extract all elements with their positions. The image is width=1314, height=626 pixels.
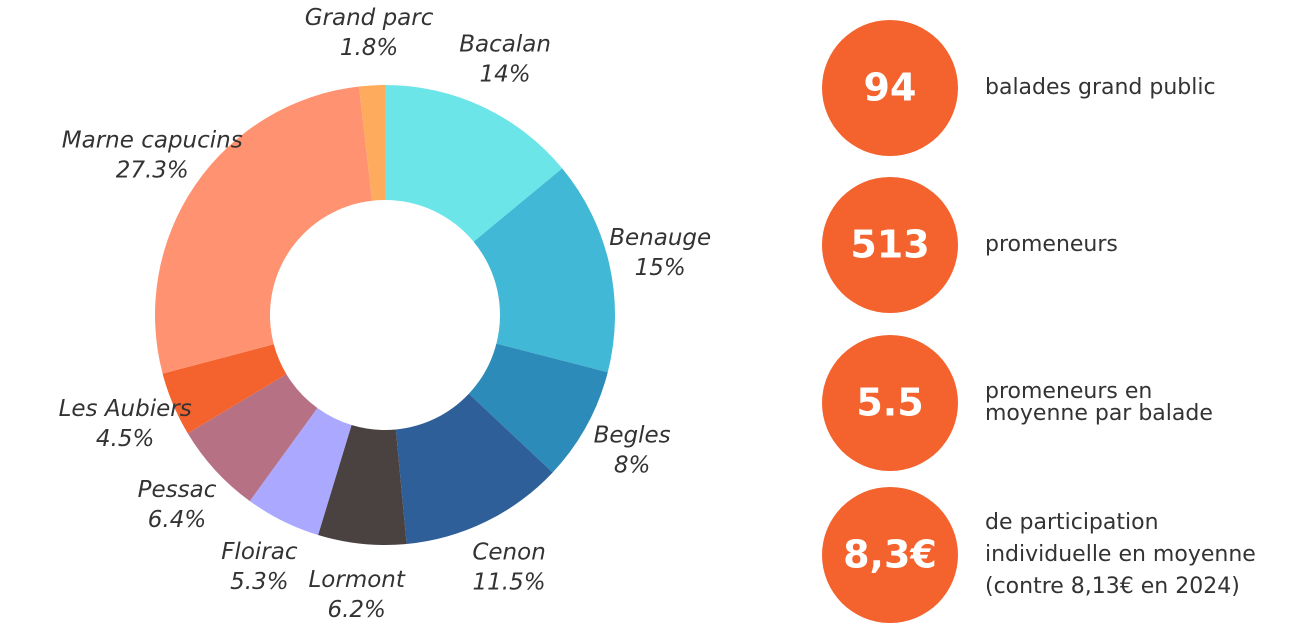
stat-number: 513 bbox=[850, 223, 929, 267]
donut-slice bbox=[395, 393, 553, 544]
slice-value-label: 14% bbox=[480, 61, 531, 87]
slice-value-label: 8% bbox=[614, 452, 651, 478]
slice-label: Grand parc bbox=[305, 5, 434, 31]
stat-number: 5.5 bbox=[856, 381, 923, 425]
stat-number: 8,3€ bbox=[843, 533, 937, 577]
slice-label: Cenon bbox=[472, 540, 545, 566]
donut-slice bbox=[162, 344, 287, 434]
stat-text: promeneurs bbox=[985, 232, 1118, 257]
stat-circle bbox=[822, 335, 958, 471]
stat-number: 94 bbox=[864, 66, 917, 110]
donut-slice bbox=[468, 343, 608, 473]
slice-value-label: 15% bbox=[635, 255, 686, 281]
slice-value-label: 11.5% bbox=[473, 570, 546, 596]
stat-text: individuelle en moyenne bbox=[985, 542, 1256, 567]
slice-label: Bacalan bbox=[459, 31, 551, 57]
slice-label: Floirac bbox=[221, 539, 298, 565]
slice-label: Begles bbox=[594, 422, 671, 448]
slice-label: Les Aubiers bbox=[59, 396, 192, 422]
stat-text: de participation bbox=[985, 510, 1159, 535]
slice-value-label: 4.5% bbox=[96, 426, 154, 452]
stat-circle bbox=[822, 20, 958, 156]
donut-slice bbox=[187, 374, 318, 502]
slice-value-label: 1.8% bbox=[340, 35, 398, 61]
stat-circle bbox=[822, 177, 958, 313]
slice-label: Pessac bbox=[138, 477, 217, 503]
slice-value-label: 6.2% bbox=[327, 597, 385, 623]
slice-label: Lormont bbox=[308, 567, 405, 593]
slice-value-label: 5.3% bbox=[230, 569, 288, 595]
donut-slice bbox=[155, 86, 373, 374]
slice-value-label: 6.4% bbox=[148, 507, 206, 533]
donut-slice bbox=[249, 408, 352, 536]
stat-text: promeneurs en bbox=[985, 379, 1152, 404]
slice-label: Marne capucins bbox=[62, 127, 243, 153]
stat-text: (contre 8,13€ en 2024) bbox=[985, 574, 1240, 599]
donut-slice bbox=[385, 85, 563, 242]
slice-label: Benauge bbox=[609, 225, 711, 251]
stat-text: moyenne par balade bbox=[985, 401, 1213, 426]
donut-slice bbox=[359, 85, 385, 201]
stat-text: balades grand public bbox=[985, 75, 1216, 100]
donut-slice bbox=[318, 425, 407, 545]
donut-slice bbox=[473, 168, 615, 373]
slice-value-label: 27.3% bbox=[116, 157, 189, 183]
stat-circle bbox=[822, 487, 958, 623]
